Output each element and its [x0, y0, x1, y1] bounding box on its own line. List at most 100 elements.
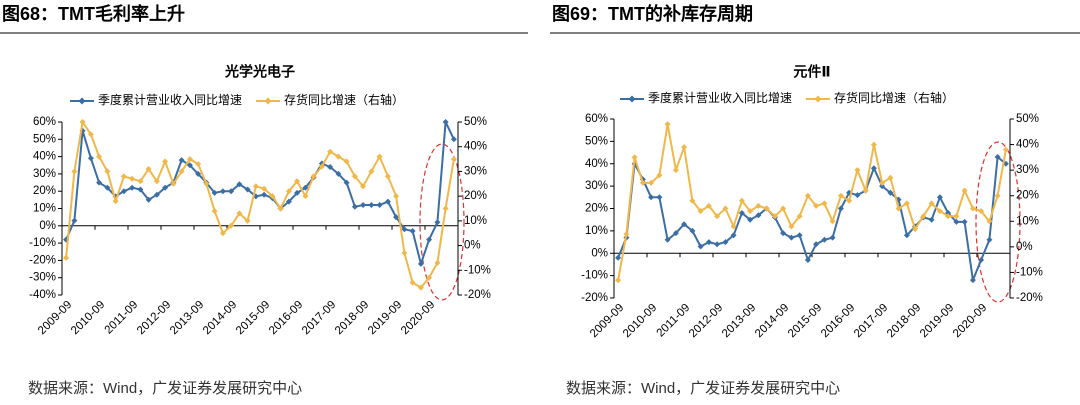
chart-title: 光学光电子: [224, 64, 295, 80]
point-marker: [211, 208, 218, 214]
point-marker: [804, 257, 811, 263]
point-marker: [368, 202, 375, 208]
point-marker: [360, 202, 367, 208]
x-tick-label: 2015-09: [786, 302, 824, 340]
point-marker: [697, 243, 704, 250]
y2-tick-label: 40%: [1016, 139, 1039, 151]
point-marker: [318, 163, 325, 170]
point-marker: [145, 196, 152, 203]
legend-marker: [78, 97, 86, 105]
point-marker: [648, 194, 655, 201]
x-tick-label: 2012-09: [135, 299, 173, 337]
y-tick-label: -20%: [29, 254, 56, 266]
point-marker: [664, 121, 671, 128]
point-marker: [854, 192, 861, 199]
point-marker: [186, 156, 193, 163]
point-marker: [211, 189, 218, 196]
y-tick-label: -10%: [581, 270, 608, 282]
point-marker: [79, 119, 86, 125]
point-marker: [813, 241, 820, 248]
point-marker: [244, 217, 251, 224]
point-marker: [145, 166, 152, 172]
point-marker: [129, 175, 136, 182]
y-tick-label: 0%: [39, 220, 56, 232]
y2-tick-label: 50%: [464, 116, 487, 128]
point-marker: [837, 205, 844, 212]
y-tick-label: 10%: [585, 225, 608, 237]
point-marker: [384, 198, 391, 205]
source-note: 数据来源：Wind，广发证券发展研究中心: [28, 380, 302, 397]
y2-tick-label: 0%: [1016, 241, 1033, 253]
point-marker: [615, 254, 622, 261]
point-marker: [137, 186, 144, 193]
point-marker: [615, 277, 622, 284]
point-marker: [928, 200, 935, 207]
point-marker: [434, 259, 441, 266]
point-marker: [829, 234, 836, 241]
point-marker: [953, 218, 960, 225]
point-marker: [294, 178, 301, 185]
point-marker: [236, 181, 243, 188]
point-marker: [648, 179, 655, 186]
chart-title: 元件Ⅱ: [793, 64, 830, 80]
point-marker: [681, 144, 688, 151]
source-note: 数据来源：Wind，广发证券发展研究中心: [566, 380, 840, 397]
point-marker: [310, 173, 317, 180]
point-marker: [714, 241, 721, 248]
point-marker: [434, 219, 441, 226]
point-marker: [697, 208, 704, 215]
point-marker: [219, 230, 226, 237]
point-marker: [705, 202, 712, 209]
point-marker: [178, 168, 185, 175]
point-marker: [689, 227, 696, 234]
point-marker: [203, 180, 210, 187]
point-marker: [945, 213, 952, 220]
point-marker: [788, 223, 795, 230]
point-marker: [384, 173, 391, 180]
legend-marker: [814, 95, 822, 103]
x-tick-label: 2014-09: [753, 302, 791, 340]
y-tick-label: 60%: [585, 113, 608, 125]
point-marker: [335, 153, 342, 160]
point-marker: [409, 279, 416, 286]
point-marker: [360, 183, 367, 190]
point-marker: [442, 119, 449, 125]
point-marker: [664, 236, 671, 243]
point-marker: [936, 208, 943, 215]
x-tick-label: 2020-09: [951, 302, 989, 340]
point-marker: [738, 197, 745, 204]
point-marker: [195, 170, 202, 177]
point-marker: [903, 232, 910, 239]
point-marker: [335, 170, 342, 177]
point-marker: [219, 188, 226, 195]
y2-tick-label: -10%: [1016, 266, 1043, 278]
legend-marker: [264, 97, 272, 105]
point-marker: [417, 260, 424, 267]
point-marker: [854, 167, 861, 174]
point-marker: [228, 222, 235, 229]
x-tick-label: 2009-09: [588, 302, 626, 340]
point-marker: [846, 197, 853, 204]
point-marker: [870, 141, 877, 148]
x-tick-label: 2017-09: [300, 299, 338, 337]
point-marker: [228, 188, 235, 195]
x-tick-label: 2016-09: [819, 302, 857, 340]
legend-marker: [628, 95, 636, 103]
point-marker: [129, 184, 136, 191]
y-tick-label: -10%: [29, 237, 56, 249]
point-marker: [153, 178, 160, 185]
point-marker: [426, 274, 433, 281]
point-marker: [978, 257, 985, 263]
point-marker: [714, 213, 721, 220]
x-tick-label: 2016-09: [267, 299, 305, 337]
point-marker: [796, 232, 803, 239]
y-tick-label: 30%: [33, 168, 56, 180]
point-marker: [747, 208, 754, 215]
y2-tick-label: 20%: [1016, 190, 1039, 202]
point-marker: [870, 165, 877, 172]
y2-tick-label: -10%: [464, 264, 491, 276]
point-marker: [780, 230, 787, 237]
point-marker: [969, 205, 976, 212]
y2-tick-label: -20%: [1016, 292, 1043, 304]
x-tick-label: 2017-09: [852, 302, 890, 340]
